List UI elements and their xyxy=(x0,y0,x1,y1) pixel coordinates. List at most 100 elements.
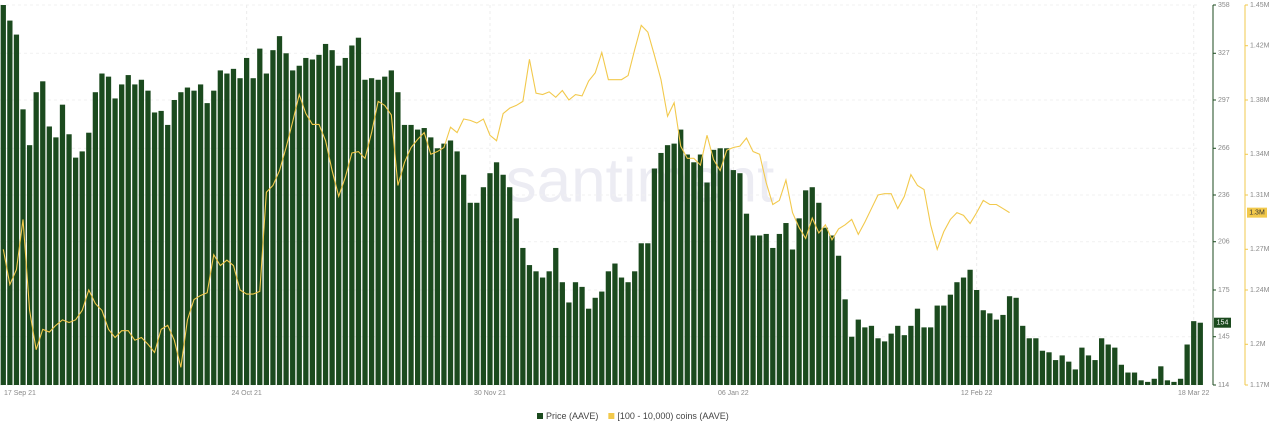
price-bar xyxy=(724,148,730,385)
coins-line xyxy=(2,24,1010,368)
y-tick-label: 297 xyxy=(1218,97,1230,104)
price-bar xyxy=(572,282,579,385)
price-bar xyxy=(651,168,658,385)
price-bar xyxy=(26,145,33,385)
price-bar xyxy=(671,143,677,385)
price-bar xyxy=(1079,347,1085,385)
price-bar xyxy=(539,277,546,385)
price-bar xyxy=(237,78,243,386)
price-bar xyxy=(204,103,210,386)
price-bar xyxy=(526,265,533,385)
price-bar xyxy=(645,243,651,385)
legend-label: [100 - 10,000) coins (AAVE) xyxy=(617,411,728,421)
price-bar xyxy=(507,187,513,385)
price-bar xyxy=(684,154,690,385)
price-bar xyxy=(112,98,118,385)
price-bar xyxy=(500,174,506,385)
price-bar xyxy=(86,132,92,385)
price-bar xyxy=(474,202,480,385)
x-tick-label: 17 Sep 21 xyxy=(4,390,36,397)
price-bar xyxy=(579,286,585,385)
price-bar xyxy=(197,84,204,385)
price-bar xyxy=(941,305,947,385)
price-bar xyxy=(178,92,184,386)
y2-tick-label: 1.24M xyxy=(1250,287,1270,294)
price-bar xyxy=(1184,344,1190,385)
price-bar xyxy=(132,84,138,385)
price-bar xyxy=(553,247,559,385)
y2-tick-label: 1.42M xyxy=(1250,43,1270,50)
x-tick-label: 30 Nov 21 xyxy=(474,390,506,397)
price-bar xyxy=(329,50,335,385)
price-bar xyxy=(868,325,875,385)
price-bar xyxy=(520,247,526,385)
price-badge-label: 154 xyxy=(1217,320,1229,327)
price-bar xyxy=(921,327,927,385)
coins-badge-label: 1.3M xyxy=(1249,209,1265,216)
price-bar xyxy=(1013,297,1019,385)
price-bar xyxy=(1099,338,1105,385)
y2-tick-label: 1.27M xyxy=(1250,246,1270,253)
price-bar xyxy=(1072,369,1078,385)
price-bar xyxy=(770,247,776,385)
price-bar xyxy=(73,157,79,385)
price-bar xyxy=(875,338,881,385)
y-tick-label: 175 xyxy=(1218,287,1230,294)
price-bar xyxy=(447,140,454,385)
price-bar xyxy=(283,53,289,386)
price-bar xyxy=(1151,378,1157,385)
price-bar xyxy=(40,81,46,386)
price-bar xyxy=(79,151,85,385)
price-bar xyxy=(257,48,263,385)
price-bar xyxy=(487,173,493,385)
price-bar xyxy=(1145,381,1151,385)
price-bar xyxy=(835,255,842,385)
y2-tick-label: 1.38M xyxy=(1250,97,1270,104)
price-bar xyxy=(401,124,408,385)
y2-tick-label: 1.2M xyxy=(1250,341,1266,348)
price-bar xyxy=(441,143,447,385)
price-bar xyxy=(1000,314,1006,385)
price-bar xyxy=(533,271,539,385)
price-bar xyxy=(382,76,388,385)
price-bar xyxy=(1131,372,1138,385)
price-bar xyxy=(855,319,861,385)
price-bar xyxy=(1039,350,1046,385)
price-bar xyxy=(730,170,736,385)
price-bar xyxy=(513,218,519,385)
price-bar xyxy=(566,302,572,385)
price-bar xyxy=(211,90,217,386)
price-bar xyxy=(421,128,427,386)
price-bar xyxy=(1092,360,1098,385)
price-bar xyxy=(368,78,375,386)
price-bar xyxy=(349,45,355,386)
price-bar xyxy=(967,269,973,385)
price-bar xyxy=(586,308,592,385)
price-bar xyxy=(322,43,329,386)
price-bar xyxy=(908,325,914,385)
price-bar xyxy=(7,20,13,386)
price-bar xyxy=(99,73,105,385)
price-bar xyxy=(276,36,283,385)
price-bar xyxy=(1171,381,1177,385)
price-bar xyxy=(454,151,460,385)
watermark: santiment xyxy=(506,146,775,215)
price-bar xyxy=(224,73,230,385)
price-bar xyxy=(559,282,565,385)
price-bar xyxy=(230,68,237,385)
price-bar xyxy=(290,70,296,385)
price-bar xyxy=(1066,361,1072,385)
price-bar xyxy=(1191,321,1197,385)
price-bar xyxy=(750,235,756,385)
price-bar xyxy=(678,129,684,385)
price-bar xyxy=(171,100,177,385)
price-bar xyxy=(704,182,710,385)
price-bar xyxy=(270,50,276,385)
price-bar xyxy=(993,319,1000,385)
legend: Price (AAVE) [100 - 10,000) coins (AAVE) xyxy=(537,411,729,421)
price-bar xyxy=(316,54,322,386)
price-bar xyxy=(763,233,769,385)
price-bar xyxy=(789,249,796,385)
price-bar xyxy=(1138,380,1144,385)
price-bar xyxy=(493,162,500,385)
